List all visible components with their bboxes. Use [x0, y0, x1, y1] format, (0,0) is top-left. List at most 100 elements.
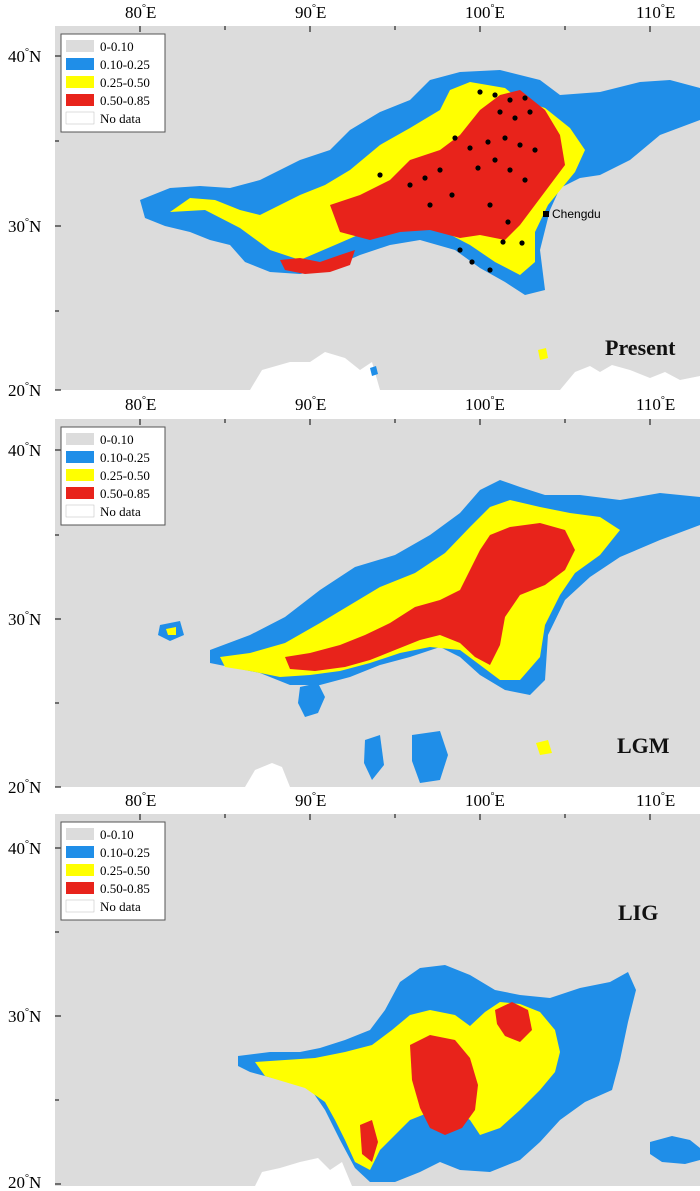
axis-ticks — [55, 814, 651, 1185]
region-high-south — [360, 1120, 378, 1162]
occurrence-point — [507, 97, 513, 103]
island-low-1 — [298, 683, 325, 717]
legend: 0-0.10 0.10-0.25 0.25-0.50 0.50-0.85 No … — [60, 426, 166, 526]
occurrence-point — [487, 202, 493, 208]
legend-swatch-4 — [65, 899, 95, 913]
legend-swatch-2 — [66, 864, 94, 876]
lat-label-20: 20°N — [8, 381, 41, 400]
lon-label-80: 80°E — [125, 791, 156, 810]
panel-title-lgm: LGM — [617, 733, 670, 758]
occurrence-point — [532, 147, 538, 153]
map-lgm: 80°E 90°E 100°E 110°E 40°N 30°N 20°N 0-0… — [8, 395, 700, 797]
occurrence-point — [422, 175, 428, 181]
lat-label-30: 30°N — [8, 1007, 41, 1026]
lon-label-110: 110°E — [636, 395, 675, 414]
legend-swatch-2 — [66, 76, 94, 88]
occurrence-point — [517, 142, 523, 148]
legend-swatch-3 — [66, 94, 94, 106]
lat-label-40: 40°N — [8, 839, 41, 858]
legend-swatch-3 — [66, 487, 94, 499]
occurrence-point — [505, 219, 511, 225]
map-lig: 80°E 90°E 100°E 110°E 40°N 30°N 20°N 0-0… — [8, 791, 700, 1191]
region-high-north — [495, 1002, 532, 1042]
lon-label-80: 80°E — [125, 3, 156, 22]
lon-label-100: 100°E — [465, 395, 505, 414]
occurrence-point — [452, 135, 458, 141]
lon-label-100: 100°E — [465, 3, 505, 22]
legend-label-3: 0.50-0.85 — [100, 93, 150, 108]
axis-ticks — [55, 26, 651, 391]
legend-swatch-3 — [66, 882, 94, 894]
suitability-regions — [140, 70, 700, 376]
lat-label-30: 30°N — [8, 217, 41, 236]
occurrence-point — [487, 267, 493, 273]
legend-label-4: No data — [100, 899, 141, 914]
sea-area — [255, 1158, 352, 1186]
occurrence-point — [485, 139, 491, 145]
lon-label-90: 90°E — [295, 791, 326, 810]
legend-swatch-0 — [66, 40, 94, 52]
legend-label-4: No data — [100, 504, 141, 519]
legend-swatch-1 — [66, 58, 94, 70]
lat-label-40: 40°N — [8, 441, 41, 460]
occurrence-point — [377, 172, 383, 178]
legend-label-3: 0.50-0.85 — [100, 881, 150, 896]
occurrence-point — [492, 92, 498, 98]
lat-label-40: 40°N — [8, 47, 41, 66]
city-label-chengdu: Chengdu — [552, 207, 601, 221]
sea-area — [250, 352, 380, 390]
island-low-2 — [364, 735, 384, 780]
occurrence-point — [449, 192, 455, 198]
lat-labels: 40°N 30°N 20°N — [8, 47, 41, 400]
occurrence-point — [467, 145, 473, 151]
legend-label-0: 0-0.10 — [100, 39, 134, 54]
occurrence-point — [469, 259, 475, 265]
lon-labels-top: 80°E 90°E 100°E 110°E — [125, 3, 675, 22]
map-present: 80°E 90°E 100°E 110°E 40°N 30°N 20°N — [8, 3, 700, 400]
legend-swatch-0 — [66, 828, 94, 840]
legend-label-1: 0.10-0.25 — [100, 450, 150, 465]
legend: 0-0.10 0.10-0.25 0.25-0.50 0.50-0.85 No … — [60, 33, 166, 133]
sea-area — [245, 763, 290, 787]
occurrence-point — [437, 167, 443, 173]
legend-swatch-1 — [66, 846, 94, 858]
map-panel-present: 80°E 90°E 100°E 110°E 40°N 30°N 20°N — [0, 0, 700, 400]
region-high — [285, 523, 575, 671]
lon-label-80: 80°E — [125, 395, 156, 414]
map-panel-lig: 80°E 90°E 100°E 110°E 40°N 30°N 20°N 0-0… — [0, 790, 700, 1191]
region-high — [410, 1035, 478, 1135]
island-mid-west — [166, 627, 176, 635]
legend-label-0: 0-0.10 — [100, 827, 134, 842]
legend-label-4: No data — [100, 111, 141, 126]
legend-swatch-1 — [66, 451, 94, 463]
legend-label-2: 0.25-0.50 — [100, 75, 150, 90]
lon-label-110: 110°E — [636, 791, 675, 810]
island-low — [650, 1136, 700, 1164]
legend-swatch-2 — [66, 469, 94, 481]
occurrence-point — [507, 167, 513, 173]
occurrence-point — [497, 109, 503, 115]
occurrence-point — [522, 177, 528, 183]
legend-swatch-0 — [66, 433, 94, 445]
island-low-3 — [412, 731, 448, 783]
lon-label-90: 90°E — [295, 395, 326, 414]
occurrence-point — [519, 240, 525, 246]
legend-label-1: 0.10-0.25 — [100, 57, 150, 72]
occurrence-point — [522, 95, 528, 101]
lon-label-90: 90°E — [295, 3, 326, 22]
occurrence-point — [527, 109, 533, 115]
lon-labels-top: 80°E 90°E 100°E 110°E — [125, 395, 675, 414]
legend: 0-0.10 0.10-0.25 0.25-0.50 0.50-0.85 No … — [60, 821, 166, 921]
panel-title-present: Present — [605, 335, 676, 360]
island-mid — [538, 348, 548, 360]
lat-labels: 40°N 30°N 20°N — [8, 441, 41, 797]
occurrence-point — [407, 182, 413, 188]
region-mid — [255, 1002, 560, 1170]
region-high-south — [280, 250, 355, 274]
region-high — [330, 90, 565, 240]
lat-labels: 40°N 30°N 20°N — [8, 839, 41, 1191]
occurrence-point — [427, 202, 433, 208]
legend-label-2: 0.25-0.50 — [100, 468, 150, 483]
lat-label-20: 20°N — [8, 1173, 41, 1191]
legend-label-2: 0.25-0.50 — [100, 863, 150, 878]
